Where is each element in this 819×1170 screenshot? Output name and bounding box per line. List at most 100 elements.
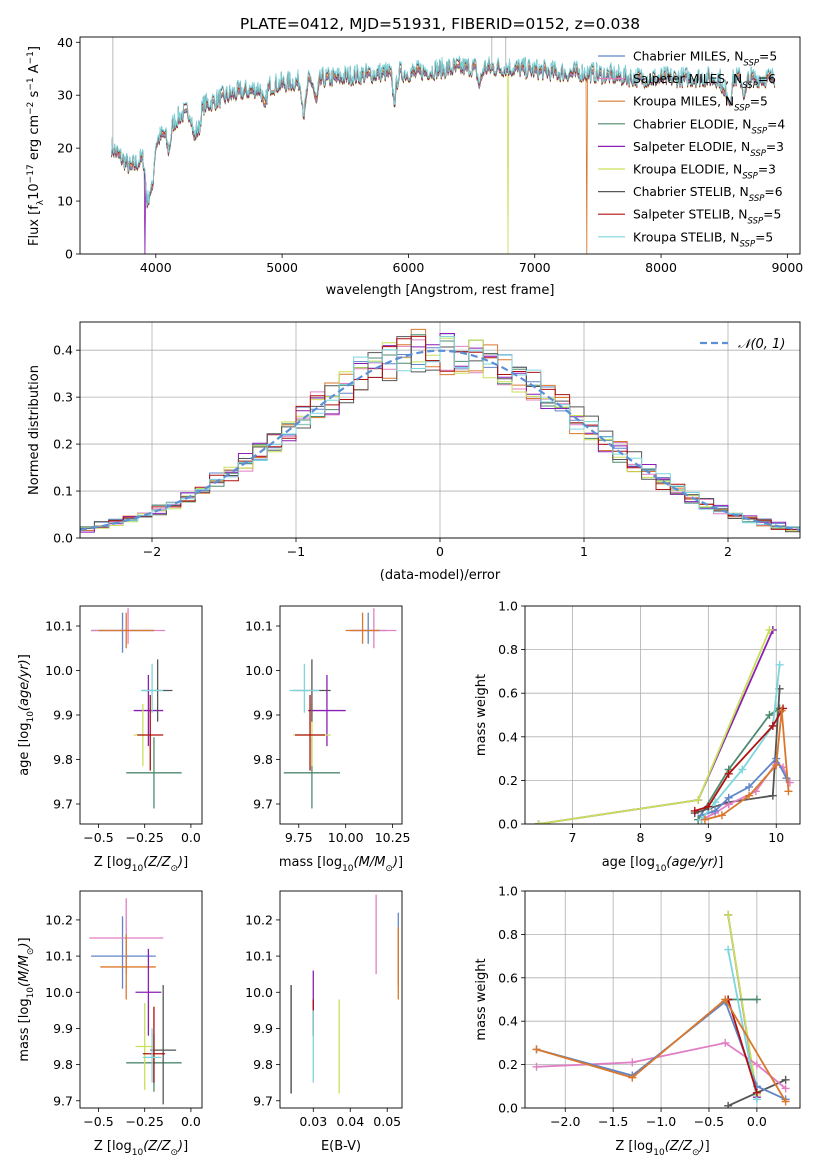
- y-tick-label: 9.8: [53, 1057, 73, 1072]
- series-point: [724, 1101, 733, 1108]
- y-axis-label: age [log10(age/yr)]: [17, 654, 36, 776]
- y-tick-label: 0.0: [498, 817, 518, 832]
- series-point: [745, 791, 754, 800]
- mass-weight-vs-age-axes: 7 8 9 10 0.0 0.2 0.4 0.6 0.8 1.0: [498, 599, 801, 845]
- series-point: [717, 811, 726, 820]
- histogram-step-kroupa-stelib: [80, 336, 800, 538]
- legend-label: Salpeter STELIB, NSSP=5: [633, 208, 781, 227]
- errorbar-salpeter-stelib: [295, 694, 326, 771]
- age-vs-mass-axes: 9.75 10.00 10.25 9.7 9.8 9.9 10.0 10.1: [245, 605, 411, 845]
- y-tick-label: 1.0: [498, 599, 518, 614]
- histogram-step-salpeter-stelib: [80, 335, 800, 538]
- legend-label: Chabrier ELODIE, NSSP=4: [633, 117, 785, 136]
- y-tick-label: 9.7: [53, 1093, 73, 1108]
- mass-vs-Z-axes: −0.5 −0.25 0.0 9.7 9.8 9.9 10.0 10.1 10.2: [45, 890, 203, 1129]
- series-point: [745, 782, 754, 791]
- series-point: [721, 1038, 730, 1047]
- y-tick-label: 0.6: [498, 686, 518, 701]
- y-tick-label: 0.1: [53, 484, 73, 499]
- y-tick-label: 10.1: [245, 949, 273, 964]
- x-tick-label: 0.0: [747, 1114, 767, 1129]
- y-tick-label: 0.2: [498, 1057, 518, 1072]
- x-tick-label: −0.5: [694, 1114, 724, 1129]
- x-tick-label: 0.0: [181, 1114, 201, 1129]
- series-point: [534, 820, 543, 824]
- y-tick-label: 10.0: [245, 985, 273, 1000]
- errorbar-kroupa-stelib: [289, 663, 320, 713]
- x-tick-label: 4000: [140, 260, 172, 275]
- x-tick-label: 5000: [266, 260, 298, 275]
- y-tick-label: 9.9: [253, 1021, 273, 1036]
- y-tick-label: 0.8: [498, 927, 518, 942]
- x-tick-label: 9.75: [285, 830, 313, 845]
- mass-weight-vs-Z-axes: −2.0 −1.5 −1.0 −0.5 0.0 0.0 0.2 0.4 0.6 0.8 1.0: [498, 884, 801, 1129]
- series-point: [784, 787, 793, 796]
- x-tick-label: 9000: [771, 260, 803, 275]
- series-point: [765, 711, 774, 719]
- series-point: [628, 1058, 637, 1067]
- y-tick-label: 0.2: [498, 773, 518, 788]
- age-vs-mass-plot-area: [283, 608, 397, 809]
- y-tick-label: 1.0: [498, 884, 518, 899]
- y-tick-label: 9.8: [53, 752, 73, 767]
- x-tick-label: −2: [143, 544, 161, 559]
- y-tick-label: 0.8: [498, 642, 518, 657]
- mass-weight-series-kroupa-miles: [700, 706, 793, 824]
- y-axis-label: Flux [fλ10−17 erg cm−2 s−1 A−1]: [26, 46, 46, 246]
- series-point: [724, 910, 733, 919]
- errorbar-chabrier-elodie: [126, 737, 182, 809]
- errorbar-chabrier-miles: [91, 916, 156, 989]
- errorbar-salpeter-miles: [91, 608, 166, 644]
- legend-label: Chabrier MILES, NSSP=5: [633, 50, 777, 69]
- x-tick-label: −1.0: [646, 1114, 676, 1129]
- y-tick-label: 0.4: [498, 729, 518, 744]
- legend-label: Kroupa MILES, NSSP=5: [633, 95, 768, 114]
- age-vs-Z-axes: −0.5 −0.25 0.0 9.7 9.8 9.9 10.0 10.1: [45, 605, 203, 845]
- y-tick-label: 10.1: [45, 619, 73, 634]
- normal-legend-label: 𝒩(0, 1): [738, 337, 785, 352]
- y-tick-label: 10.0: [245, 663, 273, 678]
- y-tick-label: 9.8: [253, 1057, 273, 1072]
- x-tick-label: 10.00: [328, 830, 364, 845]
- x-tick-label: 0.0: [181, 830, 201, 845]
- y-axis-label: mass weight: [474, 958, 489, 1040]
- series-point: [532, 1062, 541, 1071]
- x-tick-label: −0.5: [83, 830, 113, 845]
- series-point: [768, 791, 777, 800]
- x-tick-label: 7: [569, 830, 577, 845]
- x-axis-label: wavelength [Angstrom, rest frame]: [326, 283, 555, 298]
- series-point: [721, 995, 730, 1004]
- legend-label: Chabrier STELIB, NSSP=6: [633, 185, 783, 204]
- residual-histogram-axes: −2 −1 0 1 2 0.0 0.1 0.2 0.3 0.4: [53, 321, 801, 559]
- spectrum-legend: Chabrier MILES, NSSP=5 Salpeter MILES, NS…: [598, 50, 785, 249]
- series-point: [690, 806, 699, 815]
- errorbar-salpeter-miles: [351, 608, 397, 649]
- y-tick-label: 9.8: [253, 752, 273, 767]
- mass-vs-Z-plot-area: [89, 898, 182, 1105]
- x-axis-label: Z [log10(Z/Z⊙)]: [94, 1139, 188, 1158]
- series-point: [724, 769, 733, 778]
- legend-label: Kroupa STELIB, NSSP=5: [633, 230, 773, 249]
- x-tick-label: 8000: [645, 260, 677, 275]
- y-tick-label: 9.7: [253, 796, 273, 811]
- errorbar-salpeter-stelib: [137, 694, 164, 771]
- mass-weight-series-salpeter-elodie: [534, 625, 777, 824]
- x-tick-label: −0.25: [126, 1114, 164, 1129]
- series-line: [704, 710, 790, 821]
- errorbar-salpeter-elodie: [308, 674, 346, 747]
- spectrum-plot-area: [111, 37, 776, 254]
- series-line: [536, 998, 787, 1102]
- x-tick-label: 0.05: [373, 1114, 401, 1129]
- series-point: [700, 815, 709, 824]
- y-tick-label: 30: [57, 88, 73, 103]
- series-point: [781, 1075, 790, 1084]
- y-tick-label: 0.4: [498, 1014, 518, 1029]
- series-point: [777, 706, 786, 715]
- y-tick-label: 9.9: [53, 1021, 73, 1036]
- y-axis-label: mass [log10(M/M⊙)]: [17, 937, 36, 1061]
- axes-frame: [524, 605, 801, 825]
- y-tick-label: 0.0: [498, 1101, 518, 1116]
- series-point: [694, 796, 703, 805]
- x-tick-label: 0.04: [336, 1114, 364, 1129]
